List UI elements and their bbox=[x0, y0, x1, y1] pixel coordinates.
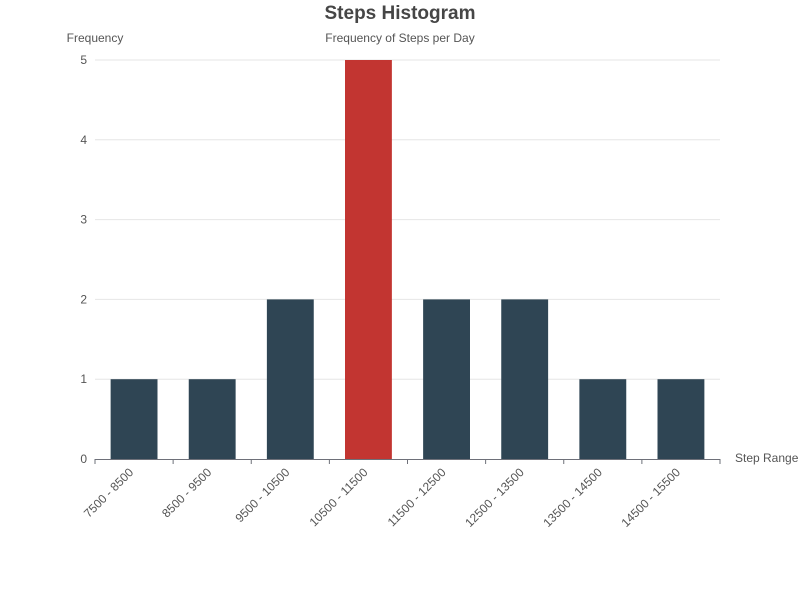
x-tick-label: 11500 - 12500 bbox=[385, 465, 449, 529]
x-tick-label: 10500 - 11500 bbox=[307, 465, 371, 529]
axes bbox=[94, 459, 721, 464]
x-tick-label: 12500 - 13500 bbox=[462, 465, 527, 530]
x-tick-label: 7500 - 8500 bbox=[81, 465, 136, 520]
chart-subtitle: Frequency of Steps per Day bbox=[325, 31, 474, 45]
y-axis-label: Frequency bbox=[67, 31, 124, 45]
x-tick-label: 8500 - 9500 bbox=[159, 465, 214, 520]
bar[interactable] bbox=[501, 299, 549, 459]
x-tick-label: 13500 - 14500 bbox=[540, 465, 605, 530]
bar[interactable] bbox=[345, 60, 392, 459]
bar[interactable] bbox=[266, 299, 314, 459]
bar[interactable] bbox=[110, 379, 158, 459]
y-tick-labels: 0 1 2 3 4 5 bbox=[80, 53, 87, 466]
bar[interactable] bbox=[657, 379, 705, 459]
grid-lines bbox=[95, 59, 720, 380]
x-tick-label: 9500 - 10500 bbox=[233, 465, 293, 525]
y-tick-label: 1 bbox=[80, 372, 87, 386]
x-tick-label: 14500 - 15500 bbox=[618, 465, 683, 530]
y-tick-label: 4 bbox=[80, 133, 87, 147]
y-tick-label: 0 bbox=[80, 452, 87, 466]
y-tick-label: 2 bbox=[80, 292, 87, 306]
y-tick-label: 3 bbox=[80, 213, 87, 227]
bars bbox=[110, 60, 705, 459]
bar[interactable] bbox=[423, 299, 470, 459]
y-tick-label: 5 bbox=[80, 53, 87, 67]
x-axis-label: Step Range bbox=[735, 451, 799, 465]
x-tick-labels: 7500 - 8500 8500 - 9500 9500 - 10500 10500 … bbox=[81, 465, 683, 530]
chart-title: Steps Histogram bbox=[325, 3, 476, 24]
bar[interactable] bbox=[579, 379, 627, 459]
bar[interactable] bbox=[188, 379, 236, 459]
